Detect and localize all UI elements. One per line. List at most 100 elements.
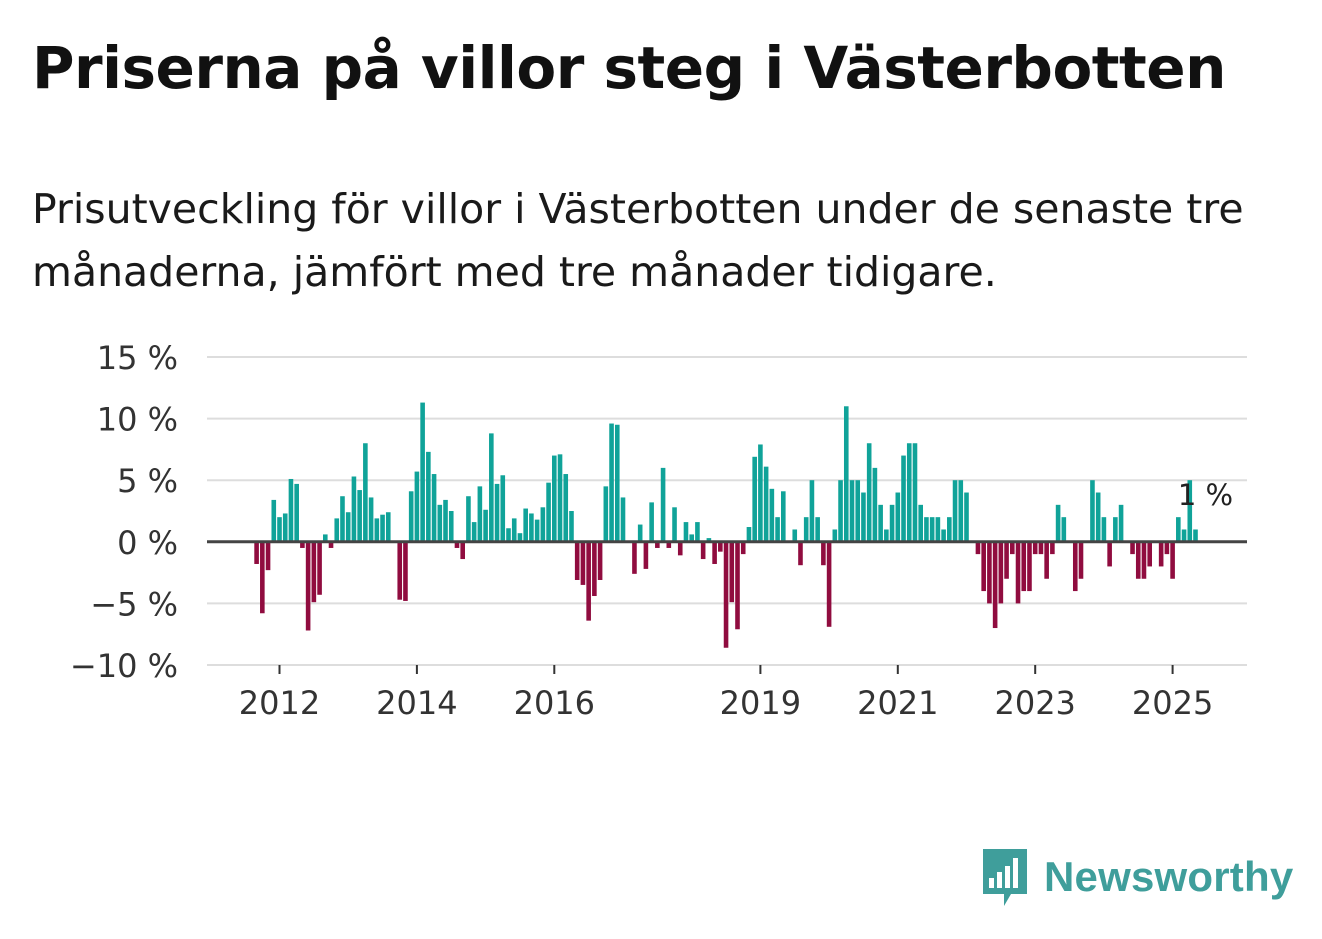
bar <box>260 541 265 614</box>
bar <box>746 527 752 542</box>
bar <box>609 423 614 542</box>
bar <box>592 541 597 597</box>
bar <box>941 529 946 542</box>
bar <box>752 456 757 542</box>
x-tick-label: 2012 <box>239 684 320 722</box>
bar <box>763 466 769 542</box>
bar <box>300 541 305 548</box>
bar <box>529 513 534 542</box>
y-tick-label: 10 % <box>97 401 178 439</box>
bar <box>305 541 311 631</box>
bar <box>557 454 563 542</box>
bar <box>1044 541 1049 579</box>
bar <box>466 496 471 542</box>
bar <box>534 519 540 542</box>
bar <box>437 504 443 542</box>
bar <box>992 541 998 629</box>
bar <box>861 492 866 542</box>
bar <box>637 524 643 542</box>
bar <box>718 541 723 552</box>
bar <box>1170 541 1175 579</box>
bar <box>1113 517 1118 542</box>
y-tick-label: −5 % <box>90 585 178 623</box>
bar <box>838 480 843 542</box>
bar <box>1038 541 1044 555</box>
bar <box>552 455 557 542</box>
bar <box>385 512 391 542</box>
bar <box>832 529 838 542</box>
bar <box>712 541 717 564</box>
bar <box>981 541 986 592</box>
bar <box>683 522 689 542</box>
bar <box>328 541 334 548</box>
bar <box>1101 517 1107 542</box>
bar <box>1055 504 1061 542</box>
bar <box>729 541 735 603</box>
bar <box>1050 541 1055 555</box>
bar <box>769 488 775 542</box>
newsworthy-logo-icon <box>983 849 1027 906</box>
bar <box>912 443 918 542</box>
bar <box>523 508 528 542</box>
bar <box>483 509 488 542</box>
x-tick-label: 2025 <box>1132 684 1213 722</box>
bar <box>1090 480 1095 542</box>
bar <box>374 518 380 542</box>
bar <box>947 517 952 542</box>
bar <box>1158 541 1164 567</box>
bar <box>408 491 414 542</box>
chart-title: Priserna på villor steg i Västerbotten <box>32 34 1226 102</box>
bar <box>540 507 546 542</box>
bar <box>254 541 259 564</box>
bar <box>952 480 958 542</box>
bar <box>431 474 437 542</box>
bar <box>586 541 591 621</box>
bar <box>368 497 374 542</box>
bar <box>563 474 569 542</box>
bar <box>597 541 603 580</box>
bar <box>1061 517 1067 542</box>
bar <box>288 478 294 542</box>
bar <box>901 455 906 542</box>
bar <box>735 541 740 630</box>
bar <box>695 522 700 542</box>
bar <box>906 443 912 542</box>
bar <box>643 541 649 569</box>
bar <box>895 492 901 542</box>
brand-name: Newsworthy <box>1044 853 1294 900</box>
bar <box>500 475 506 542</box>
bar <box>1032 541 1038 555</box>
bar <box>403 541 408 601</box>
bar <box>878 504 883 542</box>
bar <box>1027 541 1032 592</box>
bar <box>929 517 935 542</box>
bar <box>689 534 694 542</box>
bar <box>1164 541 1170 555</box>
bar <box>700 541 706 560</box>
bar <box>958 480 964 542</box>
bar <box>1181 529 1187 542</box>
bar <box>781 491 786 542</box>
bar <box>740 541 746 555</box>
bar <box>443 499 448 542</box>
bar <box>265 541 271 571</box>
bar <box>351 476 357 542</box>
bar <box>775 517 780 542</box>
bar <box>826 541 832 627</box>
bar <box>420 402 425 542</box>
bar <box>1130 541 1135 555</box>
bar <box>317 541 322 595</box>
bar <box>580 541 586 585</box>
bar <box>311 541 317 603</box>
bar <box>471 522 477 542</box>
chart-subtitle: Prisutveckling för villor i Västerbotten… <box>32 185 1244 296</box>
bar <box>758 444 763 542</box>
bar <box>1107 541 1112 567</box>
bar <box>477 486 483 542</box>
bar <box>1095 492 1101 542</box>
bar <box>655 541 660 548</box>
bar <box>809 480 815 542</box>
bar <box>380 514 385 542</box>
bar <box>706 538 712 542</box>
bar <box>454 541 460 548</box>
